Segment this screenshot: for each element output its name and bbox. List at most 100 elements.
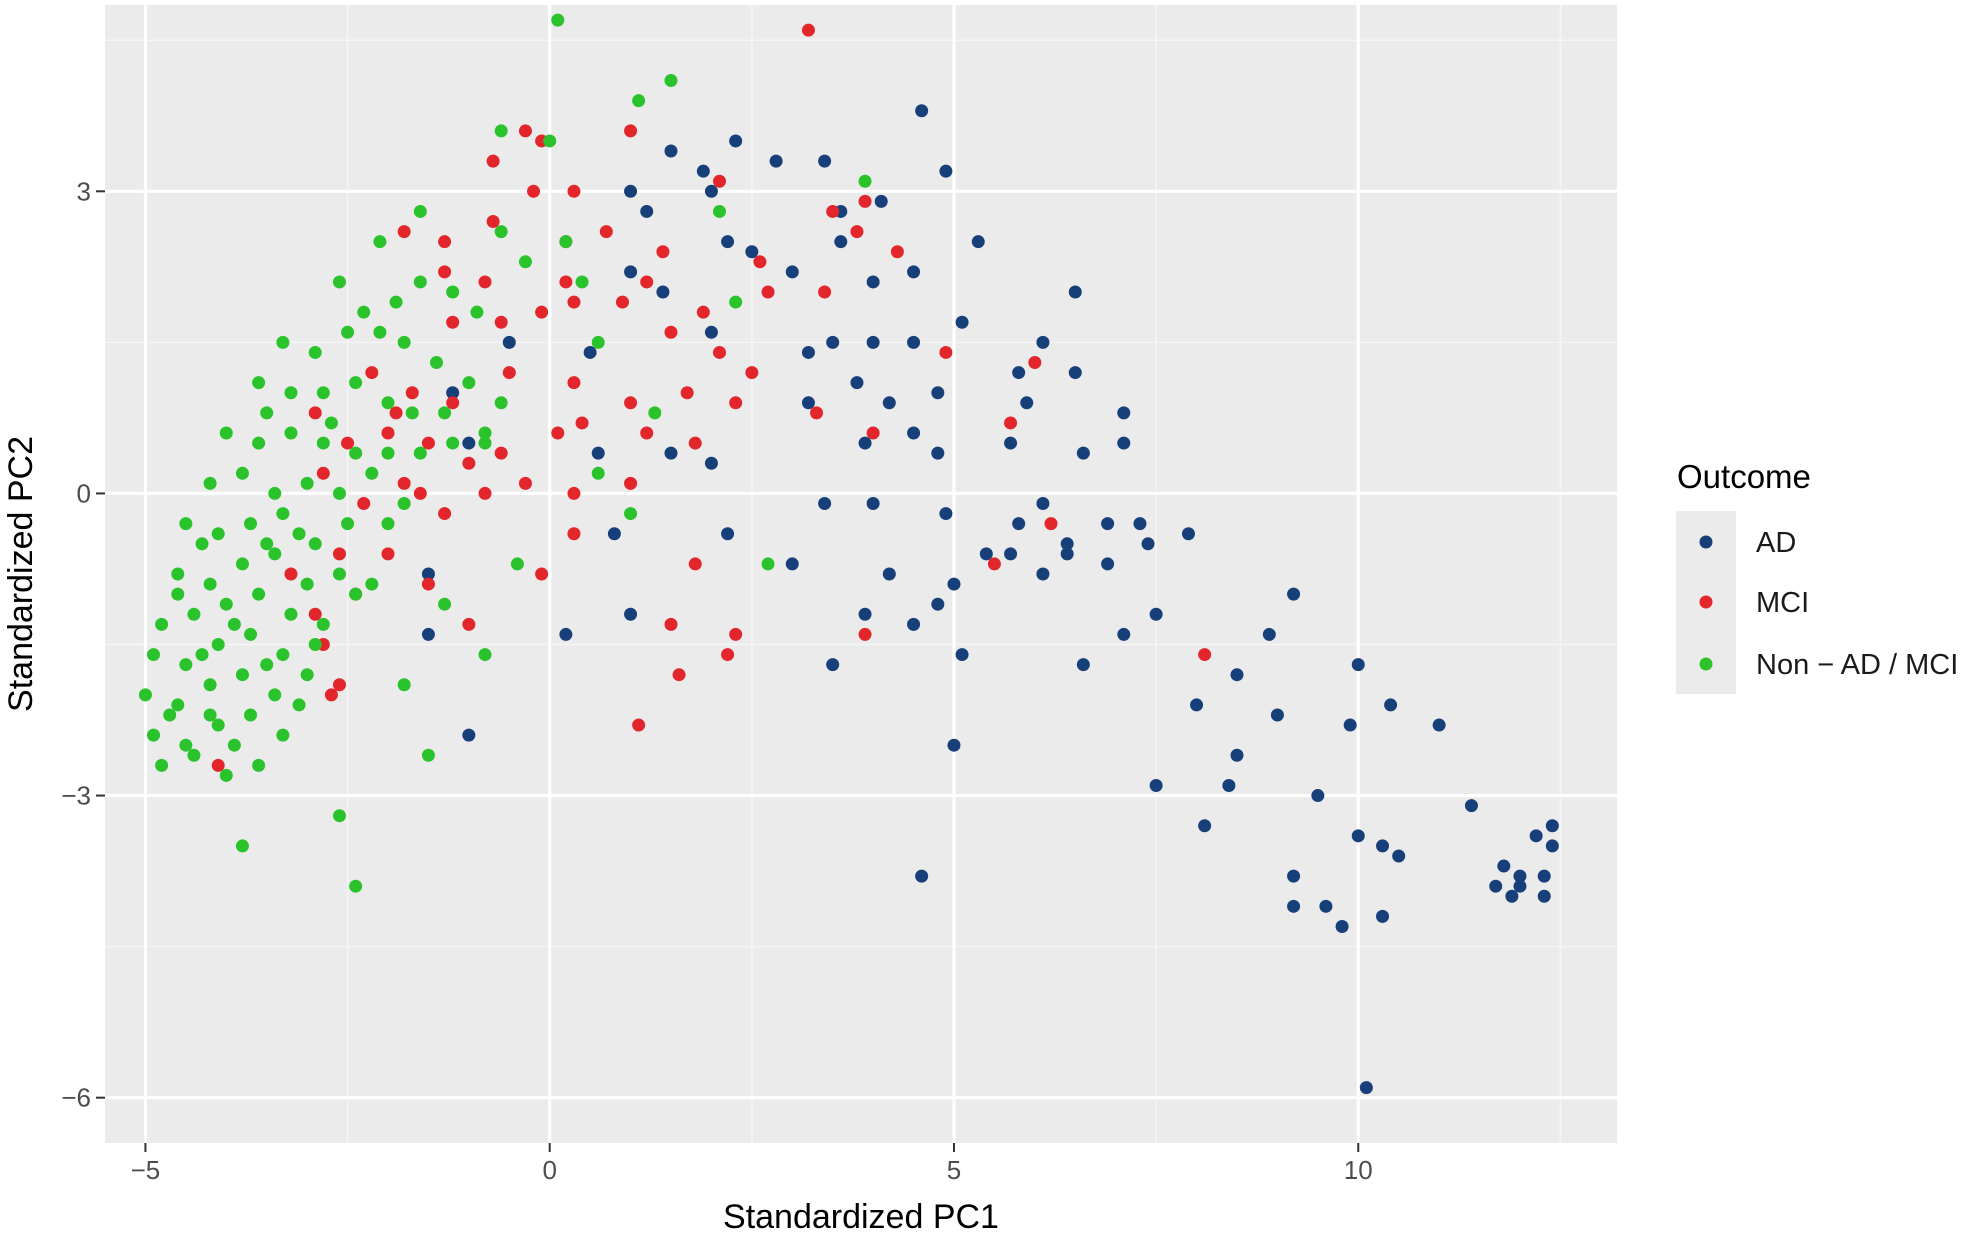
point-ad bbox=[1012, 366, 1026, 380]
point-non-ad-mci bbox=[235, 839, 249, 853]
point-non-ad-mci bbox=[235, 466, 249, 480]
point-ad bbox=[624, 184, 638, 198]
x-tick-label: 0 bbox=[542, 1155, 556, 1185]
point-ad bbox=[591, 446, 605, 460]
point-non-ad-mci bbox=[575, 275, 589, 289]
point-non-ad-mci bbox=[316, 436, 330, 450]
point-non-ad-mci bbox=[316, 386, 330, 400]
point-non-ad-mci bbox=[664, 74, 678, 88]
point-mci bbox=[688, 436, 702, 450]
legend-key-ad bbox=[1699, 535, 1713, 549]
point-non-ad-mci bbox=[632, 94, 646, 108]
point-mci bbox=[858, 627, 872, 641]
point-ad bbox=[446, 386, 460, 400]
point-mci bbox=[761, 285, 775, 299]
point-non-ad-mci bbox=[421, 748, 435, 762]
point-ad bbox=[850, 376, 864, 390]
point-mci bbox=[850, 225, 864, 239]
point-ad bbox=[874, 194, 888, 208]
point-mci bbox=[801, 23, 815, 37]
point-non-ad-mci bbox=[284, 607, 298, 621]
y-tick-label: 3 bbox=[77, 176, 91, 206]
point-ad bbox=[818, 497, 832, 511]
point-ad bbox=[907, 426, 921, 440]
point-ad bbox=[1004, 436, 1018, 450]
point-non-ad-mci bbox=[268, 688, 282, 702]
point-ad bbox=[1101, 557, 1115, 571]
point-mci bbox=[664, 325, 678, 339]
point-non-ad-mci bbox=[155, 617, 169, 631]
point-non-ad-mci bbox=[138, 688, 152, 702]
point-mci bbox=[672, 668, 686, 682]
point-non-ad-mci bbox=[381, 517, 395, 531]
point-non-ad-mci bbox=[543, 134, 557, 148]
point-mci bbox=[599, 225, 613, 239]
point-ad bbox=[1537, 869, 1551, 883]
point-ad bbox=[696, 164, 710, 178]
point-ad bbox=[1068, 366, 1082, 380]
point-non-ad-mci bbox=[203, 708, 217, 722]
point-ad bbox=[1068, 285, 1082, 299]
point-non-ad-mci bbox=[478, 436, 492, 450]
point-ad bbox=[931, 446, 945, 460]
point-non-ad-mci bbox=[227, 738, 241, 752]
point-mci bbox=[308, 406, 322, 420]
point-ad bbox=[801, 345, 815, 359]
point-ad bbox=[1133, 517, 1147, 531]
point-ad bbox=[858, 607, 872, 621]
point-ad bbox=[1230, 668, 1244, 682]
point-mci bbox=[713, 174, 727, 188]
point-non-ad-mci bbox=[332, 486, 346, 500]
point-non-ad-mci bbox=[163, 708, 177, 722]
point-ad bbox=[1287, 869, 1301, 883]
point-ad bbox=[1020, 396, 1034, 410]
point-mci bbox=[357, 497, 371, 511]
point-ad bbox=[785, 557, 799, 571]
point-non-ad-mci bbox=[446, 285, 460, 299]
point-ad bbox=[624, 265, 638, 279]
point-non-ad-mci bbox=[244, 708, 258, 722]
point-non-ad-mci bbox=[276, 507, 290, 521]
point-mci bbox=[332, 678, 346, 692]
point-ad bbox=[1537, 889, 1551, 903]
point-non-ad-mci bbox=[171, 587, 185, 601]
point-non-ad-mci bbox=[713, 204, 727, 218]
point-non-ad-mci bbox=[227, 617, 241, 631]
point-non-ad-mci bbox=[308, 637, 322, 651]
point-non-ad-mci bbox=[171, 567, 185, 581]
point-non-ad-mci bbox=[211, 637, 225, 651]
point-ad bbox=[559, 627, 573, 641]
point-ad bbox=[939, 164, 953, 178]
point-non-ad-mci bbox=[147, 728, 161, 742]
point-non-ad-mci bbox=[179, 517, 193, 531]
point-non-ad-mci bbox=[244, 627, 258, 641]
point-non-ad-mci bbox=[284, 386, 298, 400]
point-non-ad-mci bbox=[203, 476, 217, 490]
point-non-ad-mci bbox=[761, 557, 775, 571]
point-non-ad-mci bbox=[300, 577, 314, 591]
point-non-ad-mci bbox=[551, 13, 565, 27]
point-ad bbox=[1036, 567, 1050, 581]
point-ad bbox=[721, 235, 735, 249]
point-non-ad-mci bbox=[219, 426, 233, 440]
y-tick-label: −3 bbox=[61, 781, 91, 811]
point-ad bbox=[1141, 537, 1155, 551]
point-mci bbox=[939, 345, 953, 359]
point-non-ad-mci bbox=[292, 527, 306, 541]
point-ad bbox=[1190, 698, 1204, 712]
point-non-ad-mci bbox=[518, 255, 532, 269]
point-non-ad-mci bbox=[211, 718, 225, 732]
point-mci bbox=[324, 688, 338, 702]
point-ad bbox=[1513, 879, 1527, 893]
point-ad bbox=[1036, 335, 1050, 349]
point-non-ad-mci bbox=[260, 658, 274, 672]
point-mci bbox=[664, 617, 678, 631]
legend-label-mci: MCI bbox=[1756, 587, 1809, 619]
point-ad bbox=[704, 456, 718, 470]
point-ad bbox=[1222, 778, 1236, 792]
point-ad bbox=[1545, 819, 1559, 833]
point-ad bbox=[1513, 869, 1527, 883]
point-ad bbox=[931, 597, 945, 611]
point-mci bbox=[567, 295, 581, 309]
point-ad bbox=[931, 386, 945, 400]
